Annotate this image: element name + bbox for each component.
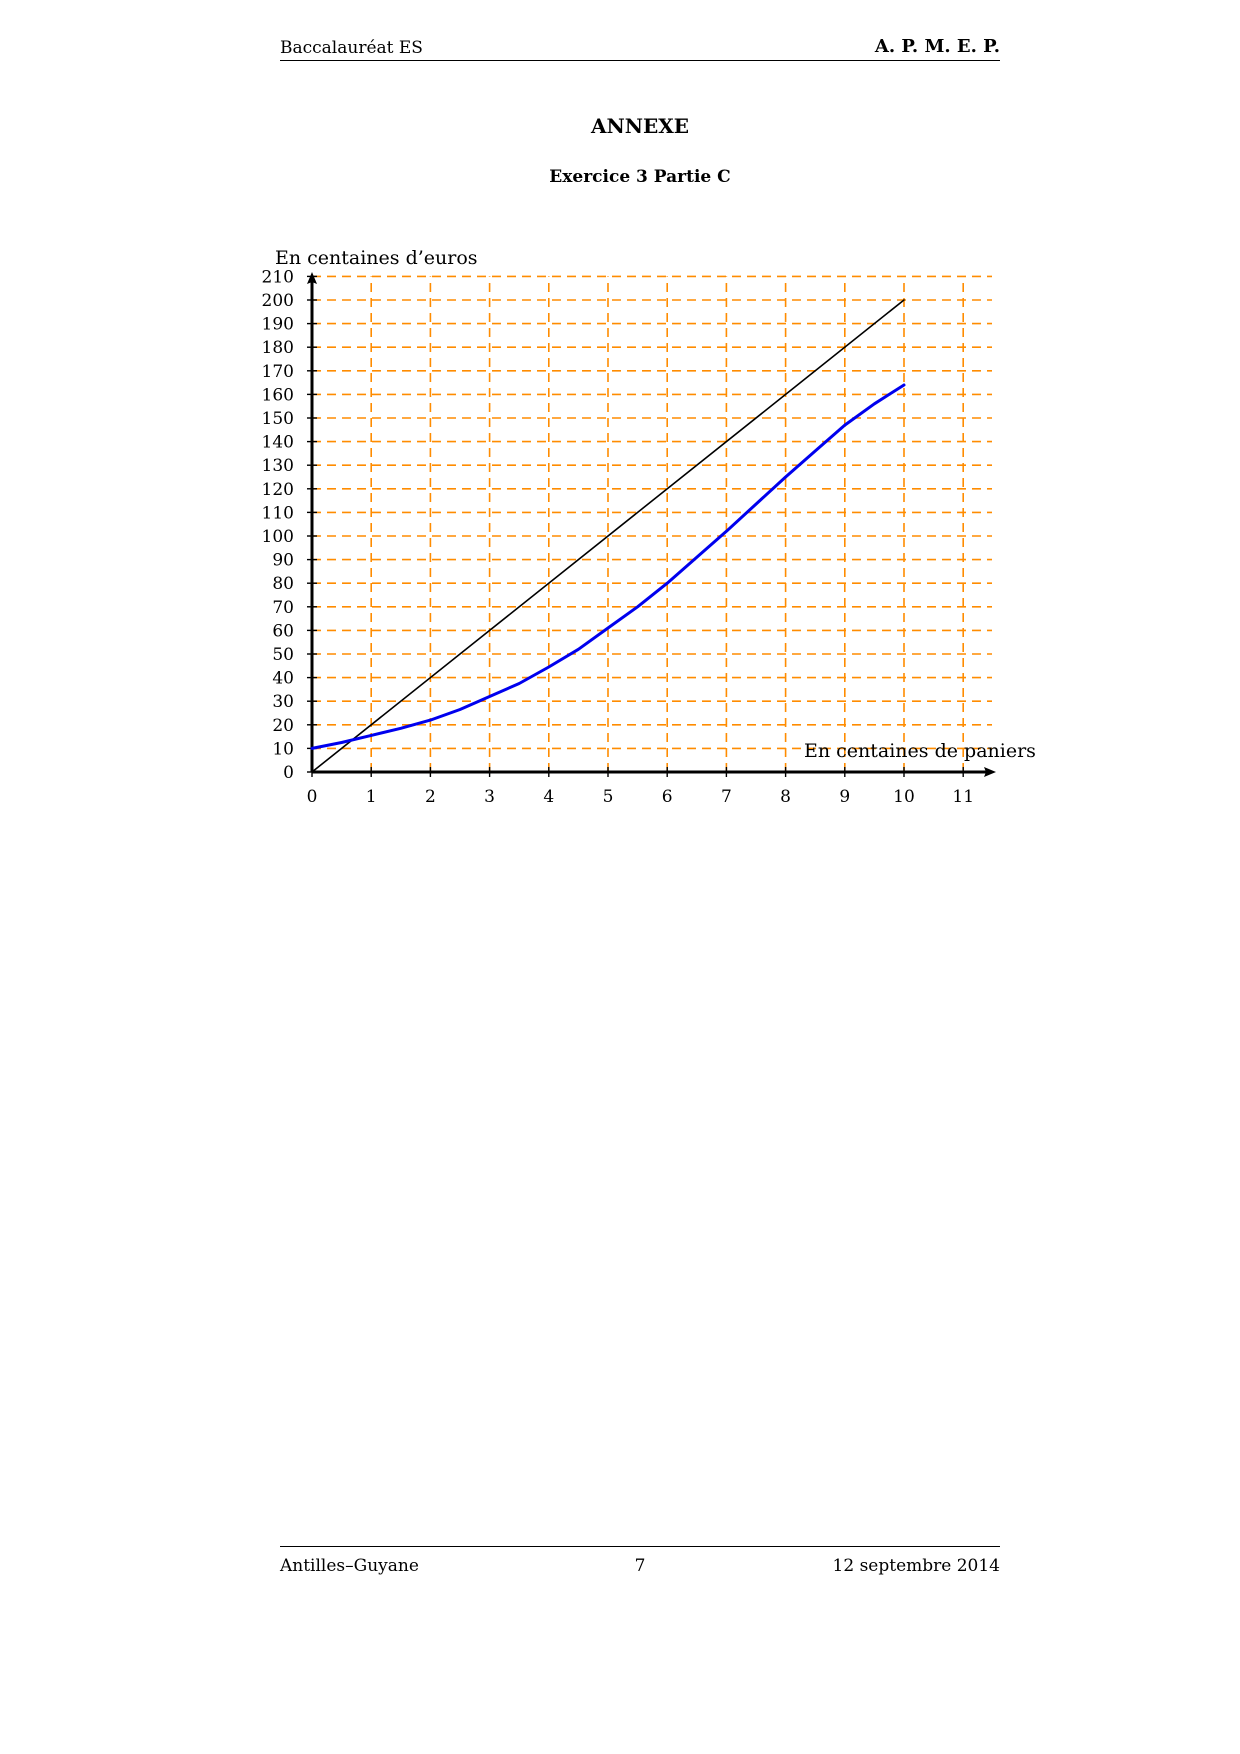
y-tick-label: 190 [262,315,294,335]
x-tick-label: 9 [839,787,850,807]
y-tick-label: 150 [262,409,294,429]
x-tick-label: 8 [780,787,791,807]
y-tick-label: 70 [272,598,294,618]
series-line-black [311,299,905,773]
x-tick-label: 1 [366,787,377,807]
page-subtitle: Exercice 3 Partie C [549,167,731,187]
y-tick-label: 130 [262,456,294,476]
y-tick-label: 120 [262,480,294,500]
x-tick-label: 11 [952,787,974,807]
y-tick-label: 180 [262,338,294,358]
x-tick-label: 6 [662,787,673,807]
y-tick-label: 60 [272,621,294,641]
x-tick-label: 7 [721,787,732,807]
chart-axes [307,272,996,777]
chart: 0102030405060708090100110120130140150160… [262,247,1036,807]
y-tick-label: 200 [262,291,294,311]
y-tick-label: 100 [262,527,294,547]
series-line-blue [310,383,906,750]
chart-tick-labels: 0102030405060708090100110120130140150160… [262,267,974,807]
chart-series [310,299,906,773]
x-axis-arrow [984,767,996,777]
y-tick-label: 210 [262,267,294,287]
y-tick-label: 0 [283,763,294,783]
y-tick-label: 10 [272,739,294,759]
footer-right: 12 septembre 2014 [832,1556,1000,1576]
y-tick-label: 40 [272,669,294,689]
chart-grid [312,275,992,772]
x-tick-label: 0 [307,787,318,807]
footer-left: Antilles–Guyane [280,1556,419,1576]
footer-page-number: 7 [634,1556,646,1576]
y-tick-label: 30 [272,692,294,712]
y-tick-label: 160 [262,385,294,405]
y-tick-label: 110 [262,503,294,523]
x-tick-label: 2 [425,787,436,807]
x-tick-label: 3 [484,787,495,807]
page-header: Baccalauréat ES A. P. M. E. P. [280,36,1000,61]
header-right: A. P. M. E. P. [874,36,1000,57]
y-tick-label: 80 [272,574,294,594]
chart-ticks [307,275,964,777]
y-tick-label: 50 [272,645,294,665]
y-tick-label: 90 [272,551,294,571]
y-axis-label: En centaines d’euros [275,247,478,269]
y-tick-label: 140 [262,433,294,453]
page-title: ANNEXE [590,114,690,138]
x-axis-label: En centaines de paniers [804,740,1036,762]
x-tick-label: 4 [543,787,554,807]
y-tick-label: 170 [262,362,294,382]
x-tick-label: 5 [603,787,614,807]
header-left: Baccalauréat ES [280,38,423,58]
y-axis-arrow [307,272,317,284]
x-tick-label: 10 [893,787,915,807]
page-footer: Antilles–Guyane 7 12 septembre 2014 [280,1546,1000,1577]
y-tick-label: 20 [272,716,294,736]
